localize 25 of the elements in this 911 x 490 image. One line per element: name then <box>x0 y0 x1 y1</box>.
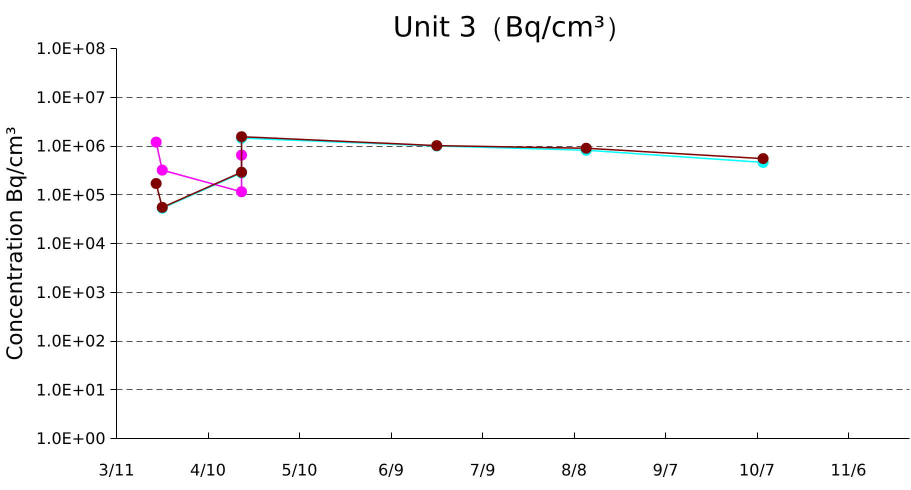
y-tick-label: 1.0E+01 <box>36 380 106 400</box>
y-tick-label: 1.0E+00 <box>36 429 106 448</box>
y-tick-label: 1.0E+03 <box>36 282 106 302</box>
point <box>758 153 769 164</box>
point <box>150 178 162 190</box>
y-axis-title: Concentration Bq/cm³ <box>3 126 28 361</box>
y-tick-label: 1.0E+08 <box>36 39 106 58</box>
y-tick-label: 1.0E+05 <box>36 185 106 204</box>
y-tick-label: 1.0E+04 <box>36 234 106 253</box>
x-tick-label: 3/11 <box>98 460 134 480</box>
y-tick-label: 1.0E+06 <box>36 136 106 156</box>
x-tick-label: 11/6 <box>830 460 866 480</box>
y-tick-label: 1.0E+07 <box>36 88 106 107</box>
x-tick-label: 10/7 <box>739 460 775 480</box>
x-tick-label: 5/10 <box>282 460 318 480</box>
x-tick-label: 8/8 <box>561 460 587 480</box>
x-tick-label: 4/10 <box>190 460 226 480</box>
y-tick-label: 1.0E+02 <box>36 332 106 350</box>
chart-title: Unit 3（Bq/cm³） <box>392 10 634 44</box>
x-tick-label: 9/7 <box>652 460 678 480</box>
point <box>236 186 248 198</box>
point <box>156 164 168 176</box>
x-tick-label: 6/9 <box>378 460 404 480</box>
x-tick-label: 7/9 <box>470 460 496 480</box>
point <box>150 136 162 148</box>
